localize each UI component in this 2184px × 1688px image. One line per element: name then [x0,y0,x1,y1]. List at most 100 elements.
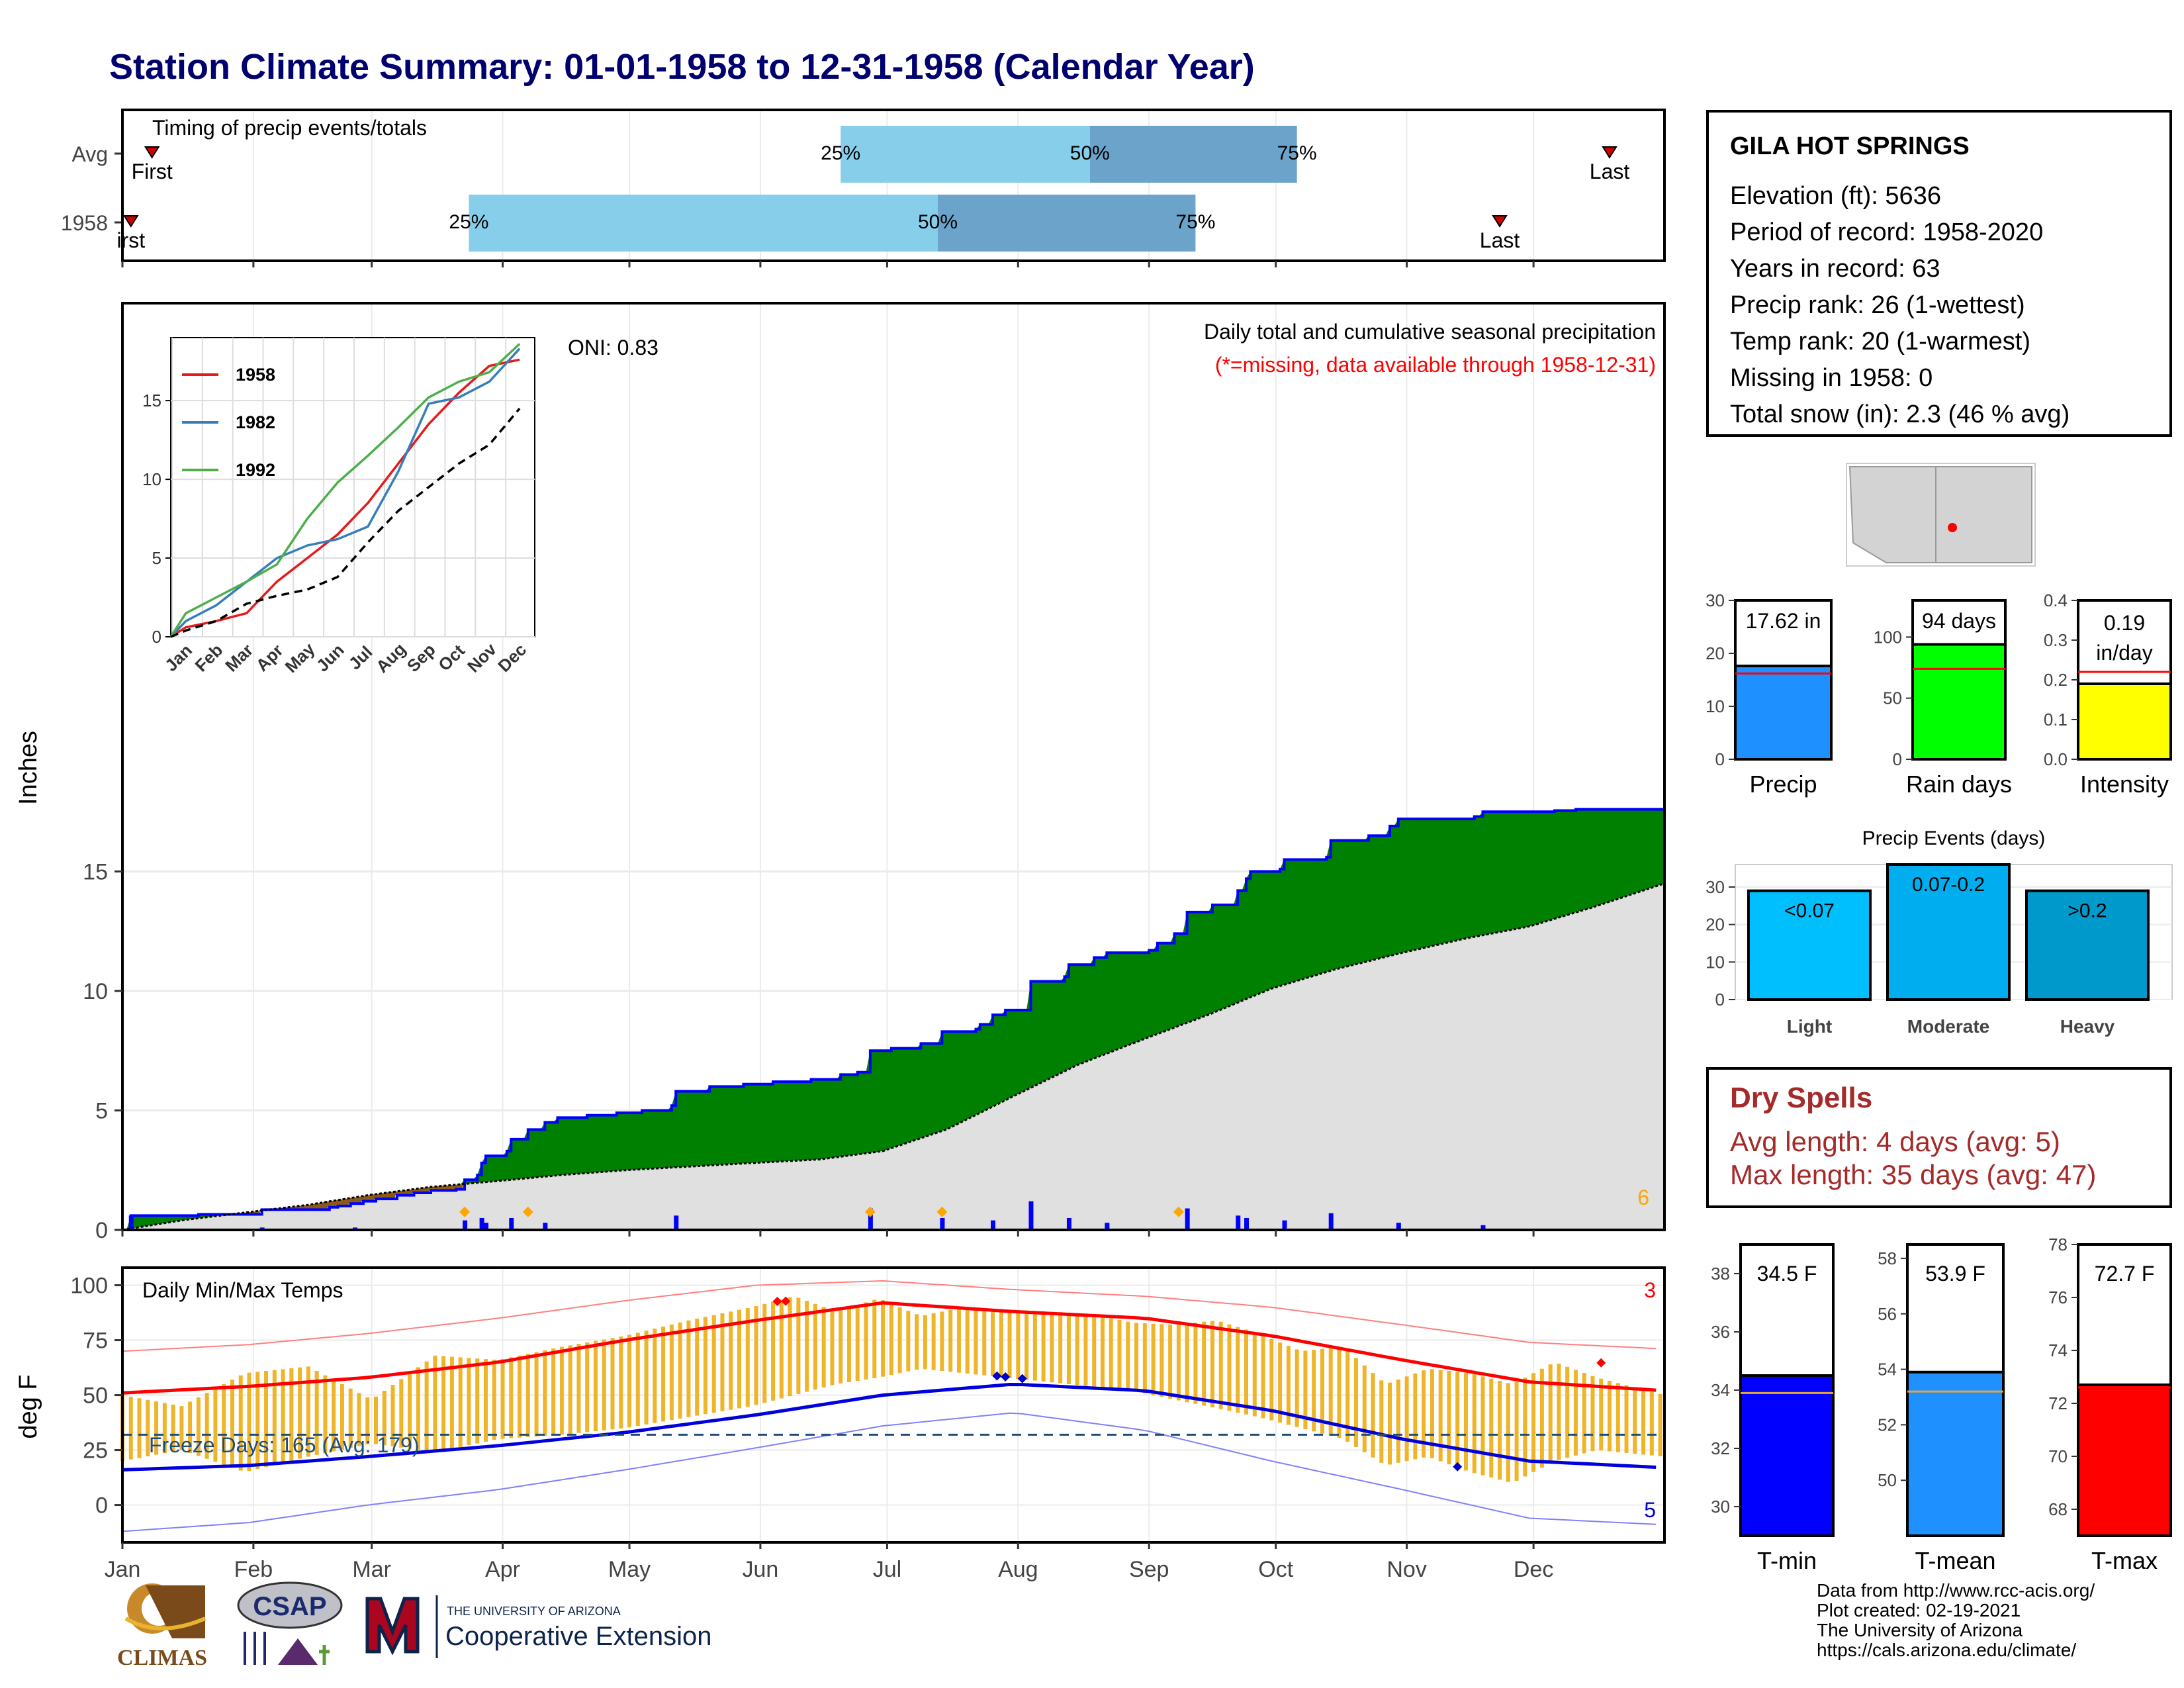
last-event-marker [1492,215,1508,228]
precip-extreme-count: 6 [1637,1186,1649,1209]
timing-bar-q50-q75 [1089,126,1297,183]
timing-row-label: Avg [71,142,108,166]
daily-temp-range-bar [230,1380,234,1468]
daily-temp-range-bar [340,1383,344,1450]
daily-temp-range-bar [1083,1313,1088,1386]
first-event-marker [144,146,160,159]
daily-temp-range-bar [1422,1370,1426,1458]
tmean-gauge-y-tick-label: 56 [1878,1304,1897,1324]
inset-y-tick-label: 15 [142,391,161,410]
daily-temp-range-bar [1658,1393,1662,1456]
inset-series-1958 [170,358,520,638]
timing-q25-label: 25% [821,142,860,164]
daily-temp-range-bar [627,1335,632,1428]
stat-period: Period of record: 1958-2020 [1730,218,2044,246]
normal-cumulative-line [122,882,1665,1231]
daily-temp-range-bar [1514,1382,1519,1481]
extreme-precip-marker [522,1206,533,1217]
normal-max-line [122,1301,1657,1395]
record-low-marker [1001,1372,1011,1382]
daily-temp-range-bar [1463,1372,1468,1471]
daily-temp-range-bar [509,1357,514,1438]
precip-panel-subtitle: (*=missing, data available through 1958-… [1215,353,1656,377]
page-title: Station Climate Summary: 01-01-1958 to 1… [109,47,1255,87]
daily-temp-range-bar [525,1354,530,1437]
inset-legend-label: 1982 [236,412,275,432]
daily-temp-range-bar [162,1403,167,1454]
footer-line: Data from http://www.rcc-acis.org/ [1817,1580,2095,1601]
precip-gauge-y-tick-label: 30 [1706,590,1725,610]
daily-temp-range-bar [1438,1370,1443,1462]
inset-frame [170,337,535,637]
daily-temp-range-bar [272,1370,277,1465]
first-event-label: irst [116,228,145,252]
daily-precip-bar [128,1215,134,1230]
station-location-marker [1948,523,1957,532]
month-tick-label: Dec [1514,1557,1553,1582]
daily-temp-range-bar [661,1326,666,1422]
extreme-precip-marker [1173,1206,1184,1217]
daily-precip-bar [1028,1201,1034,1230]
daily-precip-bar [543,1223,548,1230]
normal-cumulative-area [122,883,1664,1230]
inset-legend-label: 1958 [236,365,275,385]
daily-temp-range-bar [543,1350,547,1436]
month-tick-label: Aug [998,1557,1038,1582]
daily-precip-bar [1185,1208,1190,1230]
temp-y-tick-label: 25 [83,1438,108,1464]
tmean-gauge-y-tick-label: 52 [1878,1415,1897,1434]
inset-y-tick-label: 5 [152,548,161,568]
last-event-label: Last [1480,228,1520,252]
dry-spells-title: Dry Spells [1730,1082,1873,1114]
extreme-precip-marker [864,1206,876,1217]
daily-temp-range-bar [1396,1379,1400,1463]
month-tick-label: Jul [873,1557,901,1582]
daily-temp-range-bar [255,1372,260,1470]
daily-temp-range-bar [686,1320,691,1417]
daily-temp-range-bar [332,1380,336,1452]
daily-temp-range-bar [1278,1342,1283,1423]
raindays-gauge-y-tick-label: 100 [1874,627,1902,647]
daily-temp-range-bar [610,1338,615,1430]
daily-temp-range-bar [1354,1358,1358,1447]
record-high-count: 3 [1644,1278,1656,1302]
tmean-gauge: 50 52 54 56 58 53.9 F T-mean [1878,1243,2005,1574]
tmax-gauge-value-label: 72.7 F [2095,1262,2155,1286]
cumulative-precip-line [122,808,1666,1231]
daily-temp-range-bar [1075,1313,1079,1385]
daily-temp-range-bar [500,1359,505,1439]
daily-temp-range-bar [264,1371,269,1468]
daily-temp-range-bar [602,1339,606,1430]
daily-temp-range-bar [1649,1391,1654,1456]
daily-temp-range-bar [1134,1323,1139,1392]
footer-credits: Data from http://www.rcc-acis.org/ Plot … [1817,1581,2095,1660]
record-max-line [122,1280,1657,1352]
record-low-marker [1453,1462,1463,1472]
daily-temp-range-bar [1252,1332,1257,1417]
daily-temp-range-bar [1286,1346,1291,1425]
daily-temp-range-bar [467,1358,471,1446]
precip-y-tick-label: 15 [83,860,108,885]
daily-temp-range-bar [1092,1315,1097,1387]
month-tick-label: Feb [234,1557,273,1582]
precip-events-y-tick-label: 20 [1706,915,1725,935]
month-tick-label: Mar [352,1557,391,1582]
daily-temp-range-bar [1371,1373,1375,1458]
cumulative-precip-surplus-area [122,808,1664,1230]
daily-temp-range-bar [1210,1321,1214,1408]
daily-temp-range-bar [653,1329,657,1423]
temp-y-tick-label: 75 [83,1329,108,1354]
extreme-precip-marker [936,1206,948,1217]
daily-temp-range-bar [1430,1369,1434,1458]
daily-temp-range-bar [551,1348,556,1436]
precip-events-bar-label: <0.07 [1784,900,1835,922]
stat-years: Years in record: 63 [1730,255,1940,283]
daily-temp-range-bar [1100,1316,1105,1388]
climas-logo-text: CLIMAS [117,1646,207,1670]
intensity-gauge-x-label: Intensity [2080,771,2169,798]
daily-temp-range-bar [1590,1376,1595,1452]
precip-y-tick-label: 0 [95,1218,108,1243]
precip-events-y-tick-label: 10 [1706,952,1725,972]
precip-gauge-bar [1734,665,1833,761]
inset-series-1982 [169,348,521,638]
